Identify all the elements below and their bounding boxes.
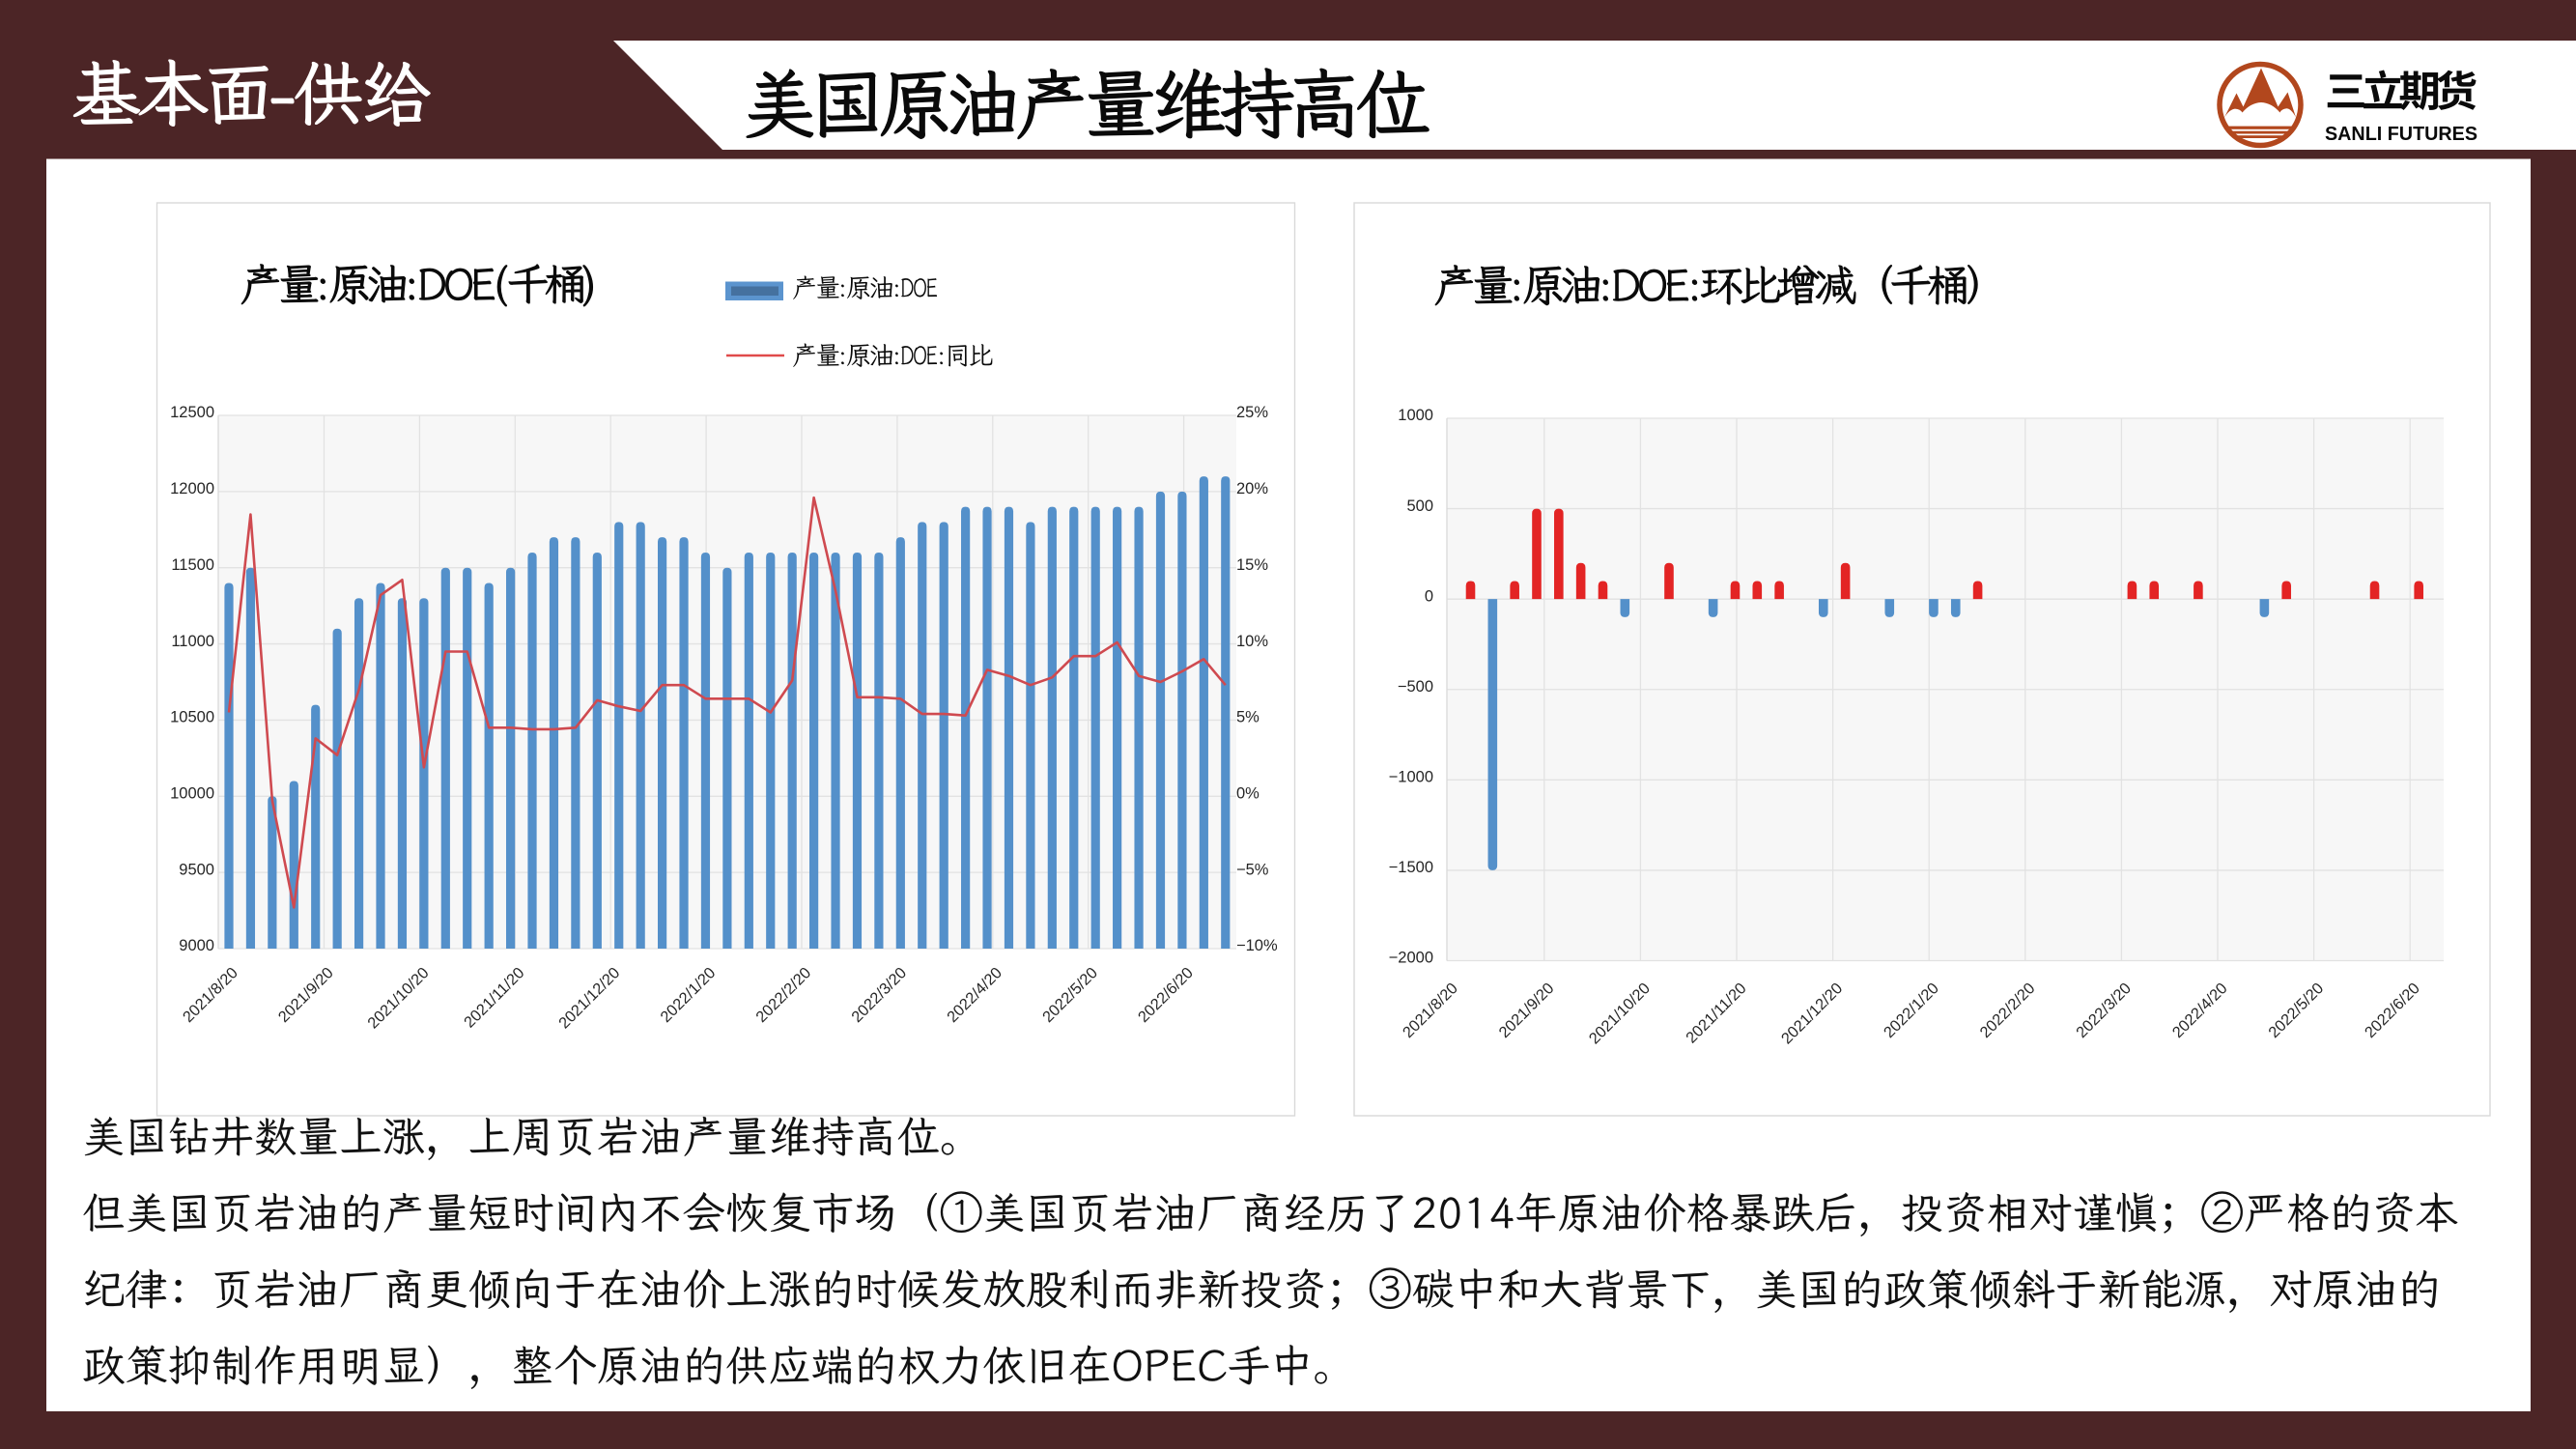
svg-text:−10%: −10% bbox=[1236, 937, 1278, 954]
svg-text:10500: 10500 bbox=[170, 709, 214, 726]
svg-text:12000: 12000 bbox=[170, 480, 214, 497]
svg-text:−1000: −1000 bbox=[1389, 769, 1433, 786]
svg-text:−5%: −5% bbox=[1236, 861, 1269, 878]
svg-text:11500: 11500 bbox=[171, 556, 214, 574]
svg-text:10%: 10% bbox=[1236, 633, 1268, 650]
svg-text:9000: 9000 bbox=[179, 937, 214, 954]
svg-text:−500: −500 bbox=[1398, 678, 1433, 696]
svg-text:10000: 10000 bbox=[170, 785, 214, 803]
svg-text:1000: 1000 bbox=[1398, 407, 1433, 424]
svg-text:0: 0 bbox=[1425, 587, 1433, 605]
svg-text:500: 500 bbox=[1406, 497, 1433, 515]
svg-text:25%: 25% bbox=[1236, 404, 1268, 421]
svg-text:−2000: −2000 bbox=[1389, 950, 1433, 967]
svg-text:SANLI FUTURES: SANLI FUTURES bbox=[2325, 124, 2477, 145]
svg-text:15%: 15% bbox=[1236, 556, 1268, 574]
svg-text:5%: 5% bbox=[1236, 709, 1260, 726]
svg-text:20%: 20% bbox=[1236, 480, 1268, 497]
svg-text:9500: 9500 bbox=[179, 861, 214, 878]
svg-text:11000: 11000 bbox=[171, 633, 214, 650]
svg-text:−1500: −1500 bbox=[1389, 859, 1433, 876]
svg-text:0%: 0% bbox=[1236, 785, 1260, 803]
svg-text:12500: 12500 bbox=[170, 404, 214, 421]
